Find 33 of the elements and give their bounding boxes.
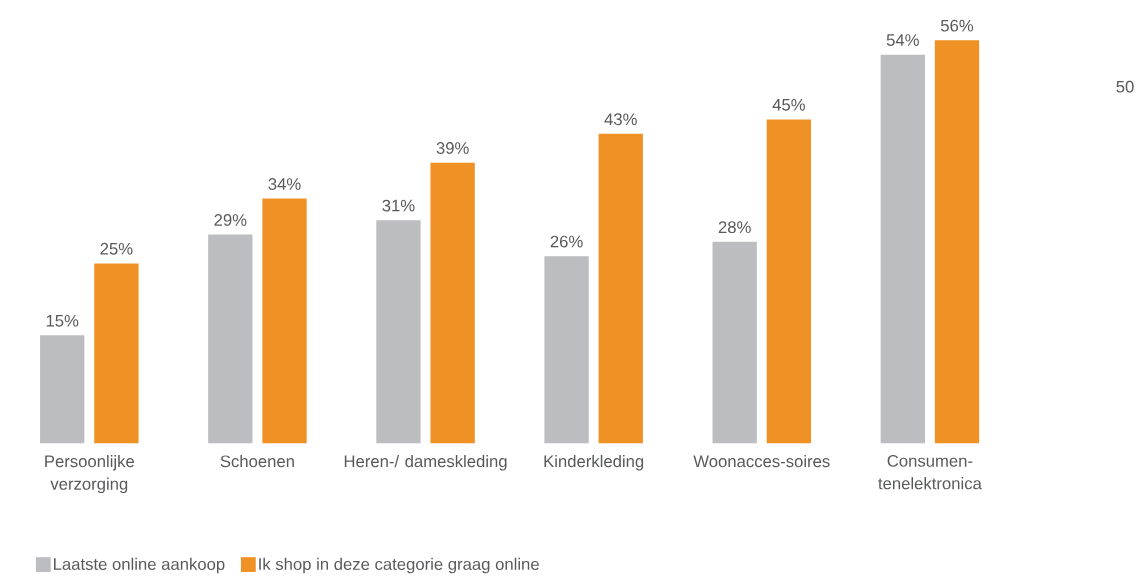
bar	[376, 220, 421, 444]
text: 50	[1116, 80, 1134, 93]
data-label: 15%	[46, 314, 79, 327]
bar	[934, 40, 980, 444]
data-label: 25%	[100, 242, 133, 255]
bar	[208, 234, 253, 444]
bar	[262, 198, 307, 444]
bar	[712, 241, 757, 444]
x-tick-label: Persoonlijke verzorging	[45, 454, 134, 493]
bar	[94, 263, 139, 444]
x-tick-label: Heren-/ dameskleding	[344, 454, 507, 471]
data-label: 56%	[940, 19, 974, 32]
data-label: 29%	[214, 213, 247, 226]
data-label: 31%	[382, 199, 415, 212]
bar	[544, 256, 589, 444]
legend-label: Laatste online aankoop	[54, 557, 225, 574]
x-tick-label: Consumen-tenelektronica	[878, 454, 982, 490]
data-label: 43%	[604, 113, 637, 126]
bar	[598, 133, 643, 444]
x-tick-label: Kinderkleding	[544, 454, 644, 471]
data-label: 45%	[772, 98, 805, 111]
data-label: 34%	[268, 177, 301, 190]
bar	[40, 335, 85, 444]
data-label: 39%	[436, 141, 469, 154]
data-label: 54%	[886, 34, 919, 46]
x-tick-label: Schoenen	[220, 454, 294, 468]
bar	[766, 119, 812, 444]
bar	[430, 162, 475, 444]
bar	[880, 54, 925, 444]
data-label: 28%	[718, 221, 751, 233]
data-label: 26%	[550, 235, 583, 248]
x-tick-label: Woonacces-soires	[693, 454, 830, 468]
legend-label: Ik shop in deze categorie graag online	[259, 557, 539, 574]
